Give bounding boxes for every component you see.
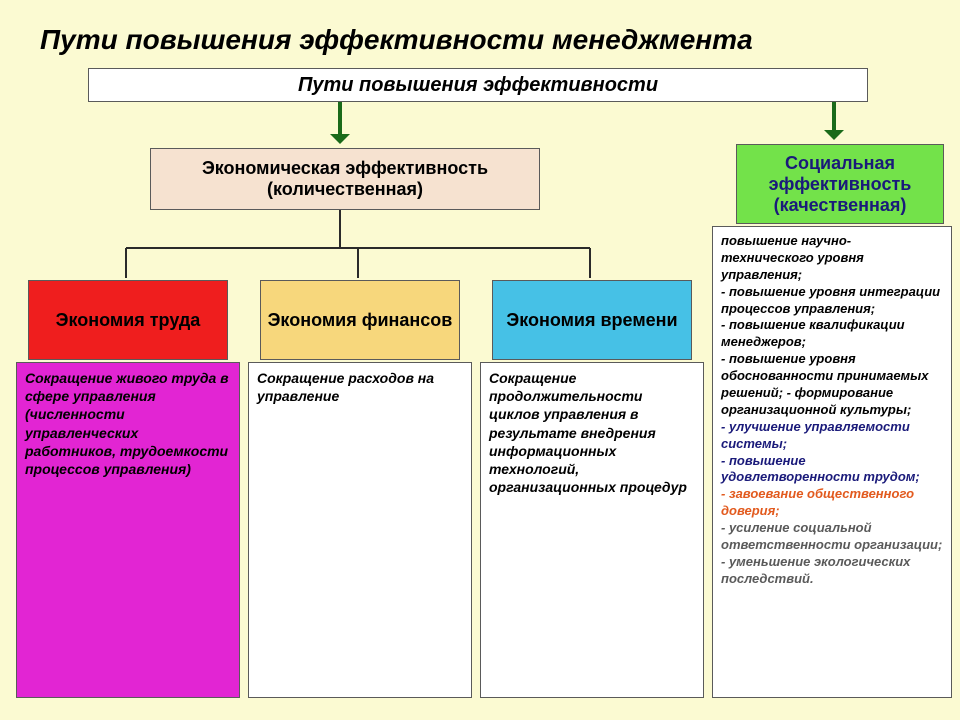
box-finance_h: Экономия финансов [260, 280, 460, 360]
box-finance_d: Сокращение расходов на управление [248, 362, 472, 698]
box-social_d-item: - улучшение управляемости системы; [721, 419, 943, 453]
box-econ: Экономическая эффективность (количествен… [150, 148, 540, 210]
box-labor_h: Экономия труда [28, 280, 228, 360]
box-social_d-item: - повышение удовлетворенности трудом; [721, 453, 943, 487]
box-social_d-item: - усиление социальной ответственности ор… [721, 520, 943, 554]
box-social_d-item: повышение научно-технического уровня упр… [721, 233, 943, 284]
box-social_d-item: - повышение уровня интеграции процессов … [721, 284, 943, 318]
box-time_d: Сокращение продолжительности циклов упра… [480, 362, 704, 698]
box-social_d-item: - завоевание общественного доверия; [721, 486, 943, 520]
main-title: Пути повышения эффективности менеджмента [40, 24, 753, 56]
box-social_d-item: - повышение уровня обоснованности приним… [721, 351, 943, 419]
box-social_d: повышение научно-технического уровня упр… [712, 226, 952, 698]
box-social_d-item: - повышение квалификации менеджеров; [721, 317, 943, 351]
diagram-stage: Пути повышения эффективности менеджмента… [0, 0, 960, 720]
box-social: Социальная эффективность (качественная) [736, 144, 944, 224]
box-time_h: Экономия времени [492, 280, 692, 360]
box-social_d-item: - уменьшение экологических последствий. [721, 554, 943, 588]
box-labor_d: Сокращение живого труда в сфере управлен… [16, 362, 240, 698]
box-root: Пути повышения эффективности [88, 68, 868, 102]
